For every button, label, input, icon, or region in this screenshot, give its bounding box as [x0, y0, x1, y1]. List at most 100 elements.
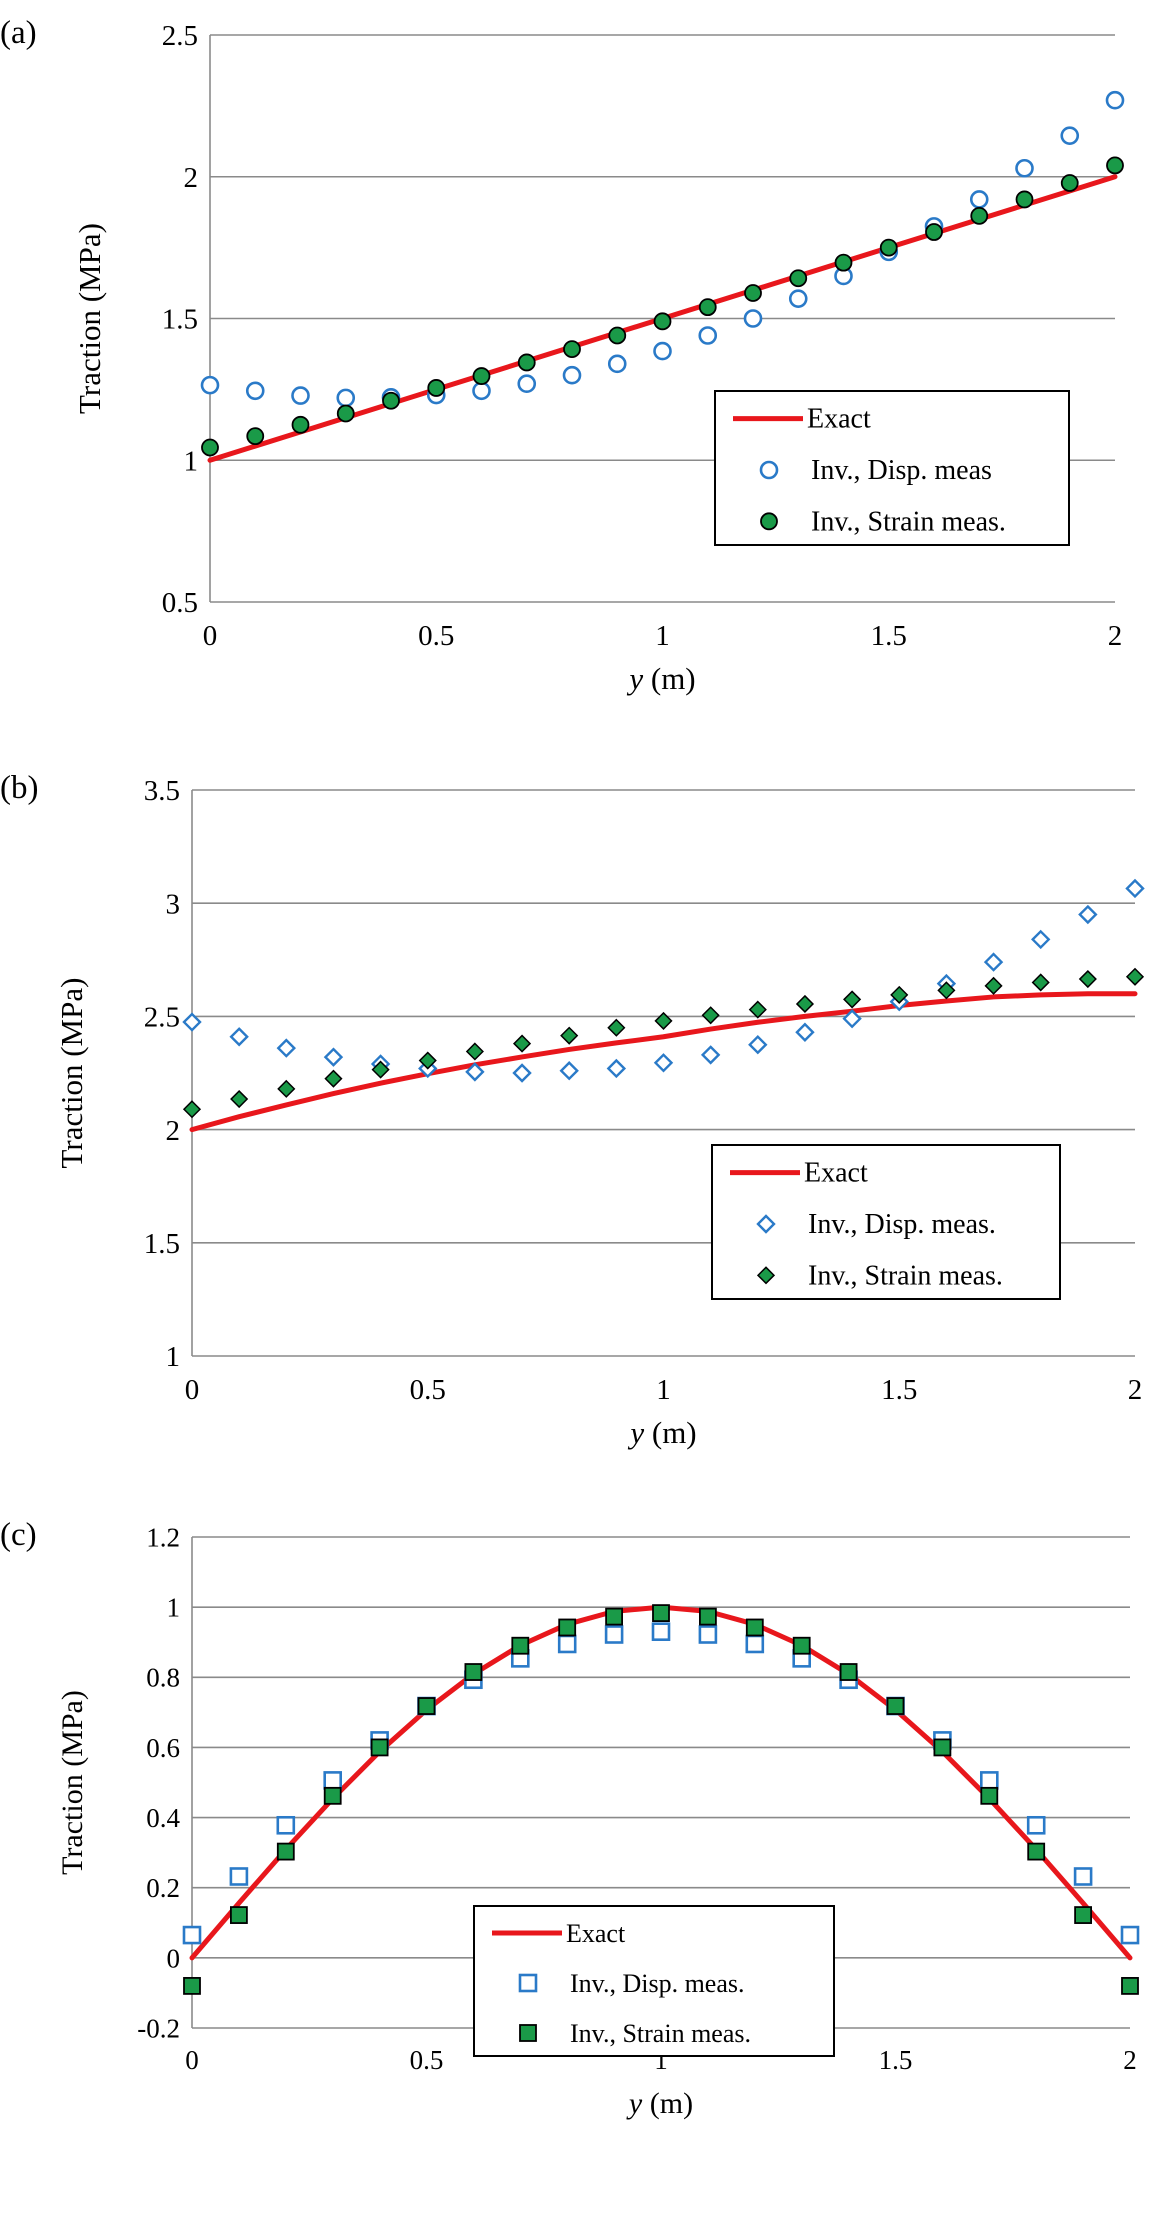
data-point — [843, 990, 862, 1009]
data-point — [465, 1062, 485, 1082]
data-point — [512, 1063, 532, 1083]
legend-marker-symbol — [518, 1973, 538, 1993]
x-tick-label: 0.5 — [418, 620, 454, 652]
data-point — [200, 375, 220, 395]
x-tick-label: 2 — [1108, 620, 1123, 652]
legend-label: Inv., Disp. meas — [811, 455, 992, 486]
data-point — [653, 341, 672, 361]
x-tick-label: 1 — [655, 620, 670, 652]
data-point — [229, 1906, 248, 1924]
data-point — [698, 298, 717, 317]
data-point — [1015, 158, 1034, 178]
series-strain-meas — [182, 967, 1145, 1119]
data-point — [465, 1042, 484, 1061]
x-axis-title-variable: y — [627, 1415, 644, 1450]
panel-label: (c) — [0, 1517, 37, 1553]
data-point — [607, 354, 627, 374]
legend-label: Exact — [804, 1158, 868, 1189]
data-point — [1031, 973, 1050, 992]
data-point — [182, 1012, 202, 1032]
y-axis-title: Traction (MPa) — [72, 223, 107, 414]
data-point — [788, 289, 808, 308]
x-tick-label: 0 — [185, 2045, 199, 2075]
y-axis-title: Traction (MPa) — [56, 1690, 89, 1875]
data-point — [745, 1634, 765, 1654]
data-point — [1060, 126, 1080, 145]
data-point — [559, 1061, 579, 1081]
data-point — [606, 1058, 627, 1079]
data-point — [562, 365, 582, 385]
y-tick-label: 0 — [167, 1943, 181, 1973]
data-point — [277, 1079, 296, 1098]
y-tick-label: 1.5 — [144, 1228, 180, 1260]
data-point — [933, 1738, 952, 1757]
data-point — [1125, 878, 1145, 899]
y-tick-label: 0.8 — [146, 1663, 180, 1693]
data-point — [1073, 1867, 1093, 1886]
data-point — [427, 379, 446, 397]
y-tick-label: 1.5 — [162, 304, 198, 336]
data-point — [276, 1038, 296, 1058]
legend-label: Inv., Strain meas. — [808, 1260, 1003, 1291]
data-point — [1015, 190, 1034, 209]
data-point — [607, 1018, 626, 1037]
data-point — [276, 1842, 295, 1861]
y-tick-label: 1.2 — [146, 1522, 180, 1552]
y-tick-label: 2 — [166, 1115, 181, 1147]
data-point — [512, 1034, 532, 1053]
data-point — [336, 404, 355, 423]
data-point — [182, 1100, 202, 1119]
data-point — [183, 1977, 201, 1995]
legend-label: Inv., Disp. meas. — [570, 1969, 745, 1998]
x-tick-label: 0.5 — [410, 1374, 446, 1406]
y-tick-label: 2.5 — [144, 1002, 180, 1034]
data-point — [983, 952, 1004, 972]
data-point — [745, 1618, 764, 1637]
data-point — [1026, 1815, 1046, 1835]
data-point — [886, 1697, 905, 1715]
data-point — [464, 1663, 483, 1681]
legend-marker-symbol — [759, 460, 779, 480]
data-point — [980, 1786, 999, 1805]
panel-label: (b) — [0, 770, 38, 806]
series-exact — [189, 991, 1138, 1133]
data-point — [1060, 174, 1079, 192]
legend-label: Exact — [807, 404, 871, 435]
data-point — [472, 381, 491, 401]
data-point — [795, 994, 815, 1014]
data-point — [700, 1045, 721, 1065]
data-point — [560, 1026, 579, 1045]
data-point — [834, 253, 853, 272]
x-tick-label: 1 — [656, 1374, 671, 1406]
x-tick-label: 1.5 — [881, 1374, 917, 1406]
x-tick-label: 2 — [1123, 2045, 1137, 2075]
data-point — [472, 367, 491, 385]
data-point — [698, 1625, 718, 1644]
data-point — [653, 1053, 674, 1073]
x-tick-label: 2 — [1128, 1374, 1143, 1406]
legend-marker-symbol — [756, 1214, 776, 1234]
y-tick-label: 0.6 — [146, 1733, 180, 1763]
data-point — [511, 1636, 530, 1655]
data-point — [557, 1634, 577, 1654]
y-tick-label: 3.5 — [144, 775, 180, 807]
data-point — [744, 284, 762, 302]
data-point — [605, 1607, 623, 1626]
data-point — [748, 1035, 768, 1055]
data-point — [182, 1925, 202, 1945]
data-point — [201, 438, 219, 457]
x-axis-title: y (m) — [626, 2087, 693, 2120]
y-tick-label: 2 — [184, 162, 199, 194]
data-point — [417, 1697, 436, 1715]
legend-marker-symbol — [756, 1266, 776, 1285]
data-point — [789, 269, 808, 288]
y-tick-label: -0.2 — [137, 2013, 180, 2043]
legend-label: Inv., Disp. meas. — [808, 1209, 996, 1240]
data-point — [418, 1051, 437, 1070]
legend-label: Inv., Strain meas. — [811, 506, 1006, 537]
data-point — [382, 391, 400, 410]
x-axis-title-unit: (m) — [644, 1415, 697, 1450]
data-point — [230, 1089, 249, 1109]
data-point — [890, 985, 909, 1004]
